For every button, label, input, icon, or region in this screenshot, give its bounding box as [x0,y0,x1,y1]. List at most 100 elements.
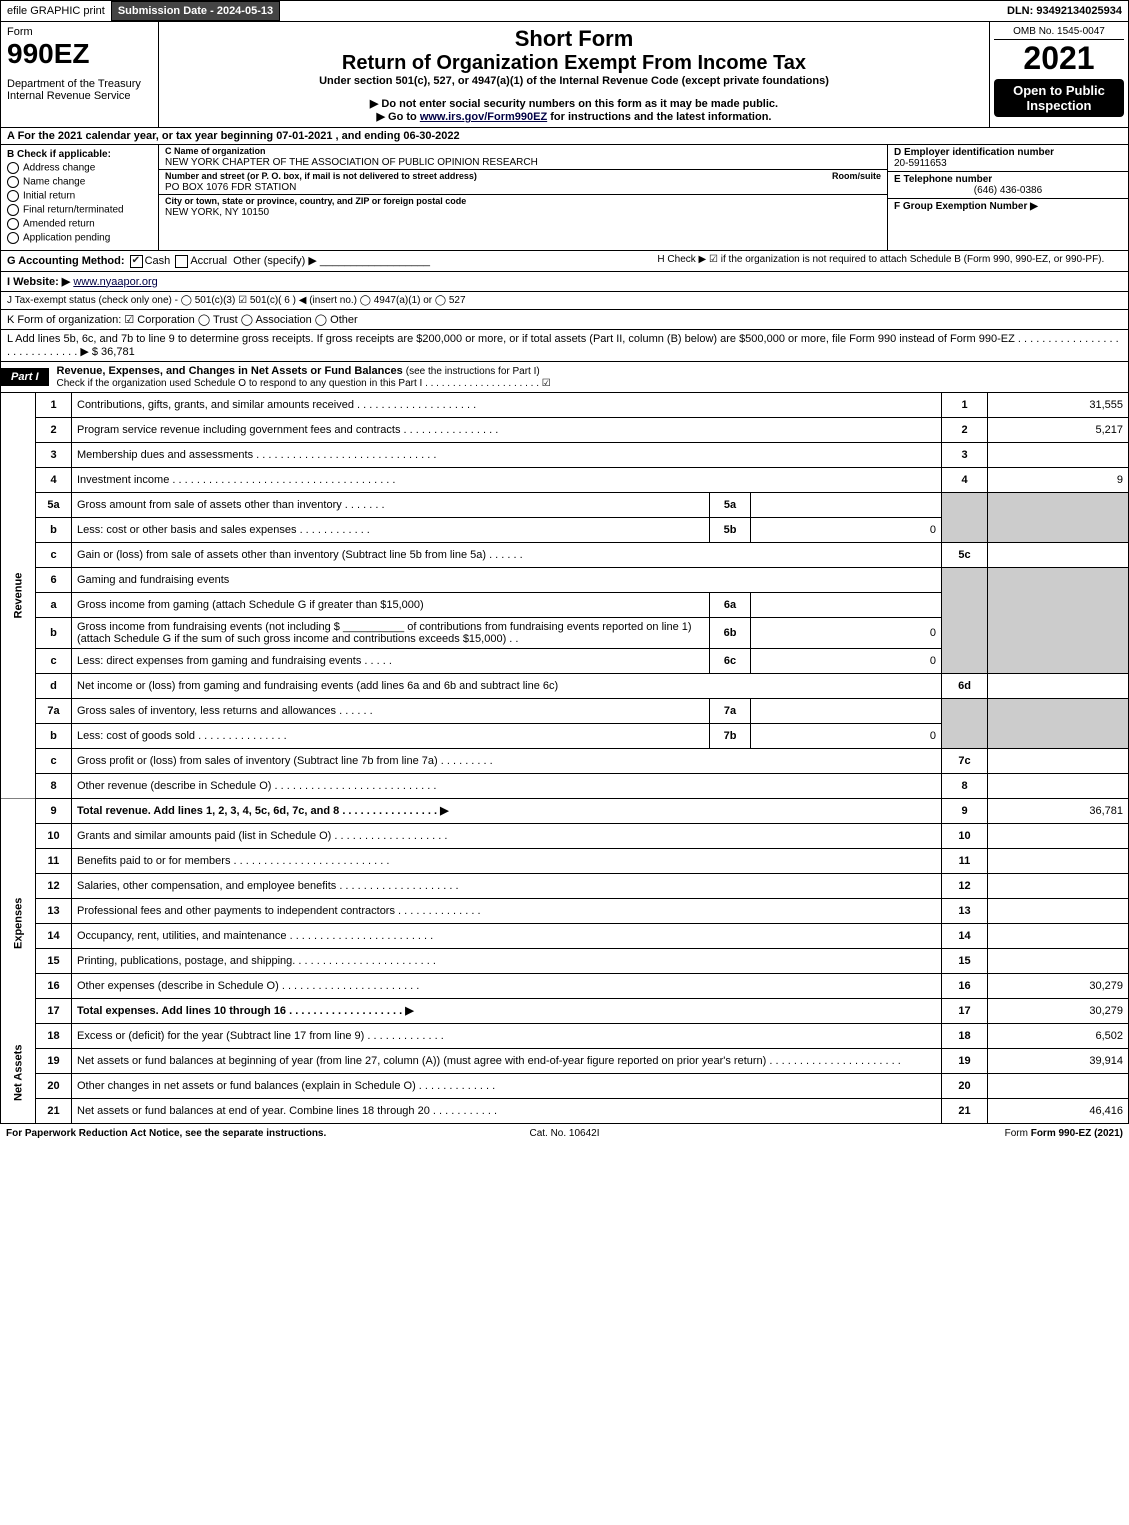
table-row: 9 Total revenue. Add lines 1, 2, 3, 4, 5… [1,798,1129,823]
table-row: 2 Program service revenue including gove… [1,417,1129,442]
line-16-value: 30,279 [988,973,1129,998]
efile-label: efile GRAPHIC print [1,2,111,20]
line-6c-value: 0 [751,648,942,673]
check-initial-return[interactable]: Initial return [7,190,152,202]
irs-link[interactable]: www.irs.gov/Form990EZ [420,111,547,123]
revenue-label: Revenue [1,393,36,799]
short-form-title: Short Form [165,26,983,52]
org-city-cell: City or town, state or province, country… [159,195,887,219]
table-row: Expenses 10 Grants and similar amounts p… [1,823,1129,848]
org-street: PO BOX 1076 FDR STATION [165,182,296,193]
line-17-value: 30,279 [988,998,1129,1023]
line-5b-value: 0 [751,517,942,542]
line-l-value: 36,781 [101,346,135,358]
omb-number: OMB No. 1545-0047 [994,26,1124,40]
header-right: OMB No. 1545-0047 2021 Open to Public In… [990,22,1128,127]
instruction-1: ▶ Do not enter social security numbers o… [165,97,983,110]
page-footer: For Paperwork Reduction Act Notice, see … [0,1124,1129,1143]
instruction-2: ▶ Go to www.irs.gov/Form990EZ for instru… [165,110,983,123]
table-row: 19 Net assets or fund balances at beginn… [1,1048,1129,1073]
line-g-h: G Accounting Method: Cash Accrual Other … [0,251,1129,272]
line-j: J Tax-exempt status (check only one) - ◯… [0,292,1129,310]
line-19-value: 39,914 [988,1048,1129,1073]
table-row: 3 Membership dues and assessments . . . … [1,442,1129,467]
check-final-return[interactable]: Final return/terminated [7,204,152,216]
table-row: 21 Net assets or fund balances at end of… [1,1098,1129,1123]
dept-label: Department of the Treasury [7,78,152,90]
line-k: K Form of organization: ☑ Corporation ◯ … [0,310,1129,330]
table-row: 15 Printing, publications, postage, and … [1,948,1129,973]
table-row: 11 Benefits paid to or for members . . .… [1,848,1129,873]
line-i: I Website: ▶ www.nyaapor.org [0,272,1129,292]
subtitle: Under section 501(c), 527, or 4947(a)(1)… [165,75,983,87]
table-row: c Gain or (loss) from sale of assets oth… [1,542,1129,567]
phone-cell: E Telephone number (646) 436-0386 [888,172,1128,199]
table-row: Revenue 1 Contributions, gifts, grants, … [1,393,1129,418]
ein-value: 20-5911653 [894,158,947,169]
expenses-label: Expenses [1,823,36,1023]
line-h: H Check ▶ ☑ if the organization is not r… [657,254,1122,268]
line-21-value: 46,416 [988,1098,1129,1123]
check-name-change[interactable]: Name change [7,176,152,188]
form-header: Form 990EZ Department of the Treasury In… [0,22,1129,128]
form-label: Form [7,26,152,38]
line-1-value: 31,555 [988,393,1129,418]
website-link[interactable]: www.nyaapor.org [73,276,157,288]
table-row: 4 Investment income . . . . . . . . . . … [1,467,1129,492]
table-row: 20 Other changes in net assets or fund b… [1,1073,1129,1098]
line-7b-value: 0 [751,723,942,748]
return-title: Return of Organization Exempt From Incom… [165,52,983,75]
table-row: 16 Other expenses (describe in Schedule … [1,973,1129,998]
org-info-block: B Check if applicable: Address change Na… [0,145,1129,251]
table-row: 7a Gross sales of inventory, less return… [1,698,1129,723]
check-app-pending[interactable]: Application pending [7,232,152,244]
netassets-label: Net Assets [1,1023,36,1123]
table-row: 14 Occupancy, rent, utilities, and maint… [1,923,1129,948]
header-center: Short Form Return of Organization Exempt… [159,22,990,127]
check-amended-return[interactable]: Amended return [7,218,152,230]
org-name-cell: C Name of organization NEW YORK CHAPTER … [159,145,887,170]
org-name: NEW YORK CHAPTER OF THE ASSOCIATION OF P… [165,157,538,168]
check-accrual-icon[interactable] [175,255,188,268]
part1-title: Revenue, Expenses, and Changes in Net As… [49,362,1128,392]
footer-left: For Paperwork Reduction Act Notice, see … [6,1128,378,1139]
part1-header: Part I Revenue, Expenses, and Changes in… [0,362,1129,393]
submission-date-pill: Submission Date - 2024-05-13 [111,1,280,21]
table-row: 17 Total expenses. Add lines 10 through … [1,998,1129,1023]
group-exempt-cell: F Group Exemption Number ▶ [888,199,1128,214]
irs-label: Internal Revenue Service [7,90,152,102]
footer-right: Form Form 990-EZ (2021) [751,1128,1123,1139]
top-bar: efile GRAPHIC print Submission Date - 20… [0,0,1129,22]
table-row: 8 Other revenue (describe in Schedule O)… [1,773,1129,798]
table-row: 5a Gross amount from sale of assets othe… [1,492,1129,517]
line-a: A For the 2021 calendar year, or tax yea… [0,128,1129,145]
col-b: B Check if applicable: Address change Na… [1,145,159,250]
table-row: 6 Gaming and fundraising events [1,567,1129,592]
table-row: d Net income or (loss) from gaming and f… [1,673,1129,698]
dln-label: DLN: 93492134025934 [1001,2,1128,20]
table-row: 12 Salaries, other compensation, and emp… [1,873,1129,898]
part1-tab: Part I [1,368,49,386]
ein-cell: D Employer identification number 20-5911… [888,145,1128,172]
check-cash-icon[interactable] [130,255,143,268]
line-2-value: 5,217 [988,417,1129,442]
line-18-value: 6,502 [988,1023,1129,1048]
open-to-public: Open to Public Inspection [994,79,1124,117]
col-b-heading: B Check if applicable: [7,149,152,160]
tax-year: 2021 [994,40,1124,77]
form-number: 990EZ [7,38,152,70]
check-address-change[interactable]: Address change [7,162,152,174]
table-row: Net Assets 18 Excess or (deficit) for th… [1,1023,1129,1048]
org-city: NEW YORK, NY 10150 [165,207,269,218]
org-street-cell: Number and street (or P. O. box, if mail… [159,170,887,195]
line-9-value: 36,781 [988,798,1129,823]
phone-value: (646) 436-0386 [894,185,1122,196]
col-def: D Employer identification number 20-5911… [888,145,1128,250]
col-c: C Name of organization NEW YORK CHAPTER … [159,145,888,250]
line-l: L Add lines 5b, 6c, and 7b to line 9 to … [0,330,1129,362]
header-left: Form 990EZ Department of the Treasury In… [1,22,159,127]
table-row: 13 Professional fees and other payments … [1,898,1129,923]
line-4-value: 9 [988,467,1129,492]
lines-table: Revenue 1 Contributions, gifts, grants, … [0,393,1129,1124]
footer-mid: Cat. No. 10642I [378,1128,750,1139]
